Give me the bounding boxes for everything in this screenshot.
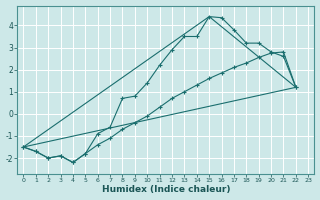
X-axis label: Humidex (Indice chaleur): Humidex (Indice chaleur) [101,185,230,194]
